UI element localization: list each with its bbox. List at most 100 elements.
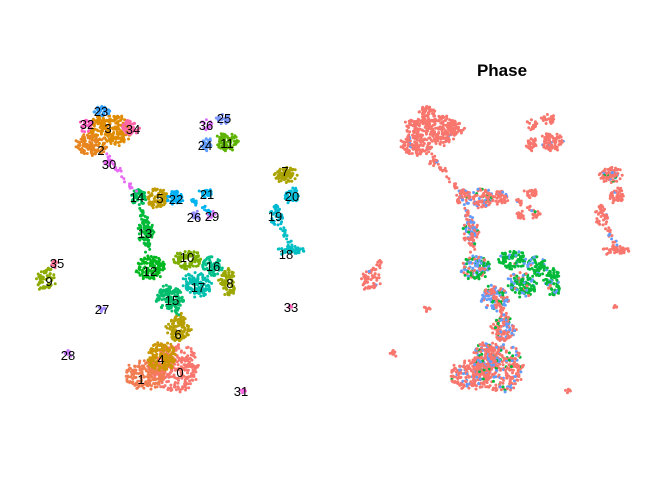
cluster-point — [185, 255, 188, 259]
phase-point — [472, 226, 476, 230]
cluster-point — [88, 126, 92, 129]
cluster-point — [135, 386, 139, 390]
phase-point — [482, 261, 486, 265]
cluster-point — [174, 287, 178, 291]
cluster-point — [194, 264, 198, 268]
cluster-point — [184, 274, 188, 278]
cluster-point — [178, 330, 182, 334]
cluster-point — [290, 168, 294, 172]
phase-point — [475, 271, 479, 275]
cluster-point — [161, 260, 165, 264]
phase-point — [413, 122, 417, 126]
cluster-point — [159, 188, 162, 192]
phase-point — [483, 258, 487, 262]
cluster-label-5: 5 — [156, 191, 163, 206]
phase-point — [463, 265, 466, 269]
phase-point — [533, 120, 537, 124]
cluster-point — [182, 374, 186, 378]
phase-point — [514, 347, 518, 351]
cluster-label-7: 7 — [281, 164, 288, 179]
cluster-point — [230, 132, 234, 136]
phase-point — [480, 352, 484, 356]
cluster-point — [107, 108, 111, 112]
phase-point — [503, 390, 507, 394]
cluster-point — [111, 126, 115, 130]
cluster-point — [183, 253, 187, 257]
phase-point — [526, 277, 530, 281]
phase-point — [415, 145, 419, 148]
phase-point — [403, 143, 407, 147]
phase-point — [485, 298, 489, 302]
cluster-point — [219, 122, 223, 125]
phase-point — [513, 375, 517, 378]
cluster-point — [169, 342, 173, 346]
cluster-point — [161, 372, 165, 376]
cluster-point — [120, 114, 124, 118]
cluster-point — [192, 351, 196, 355]
cluster-point — [219, 132, 223, 136]
phase-point — [487, 294, 490, 298]
cluster-point — [179, 357, 183, 361]
phase-point — [544, 146, 548, 150]
phase-point — [457, 129, 461, 133]
phase-point — [489, 360, 493, 364]
phase-point — [548, 284, 552, 287]
phase-point — [524, 257, 528, 261]
phase-point — [552, 268, 556, 272]
cluster-point — [85, 152, 89, 155]
cluster-point — [214, 267, 218, 270]
cluster-point — [172, 193, 176, 197]
cluster-point — [175, 376, 178, 380]
phase-point — [465, 258, 469, 262]
cluster-point — [142, 266, 146, 270]
phase-point — [481, 341, 485, 345]
cluster-point — [206, 145, 210, 149]
cluster-point — [283, 232, 287, 236]
phase-point — [500, 376, 503, 380]
phase-point — [505, 387, 509, 391]
cluster-point — [177, 296, 181, 300]
phase-point — [474, 201, 478, 205]
cluster-point — [223, 146, 227, 150]
phase-point — [453, 381, 457, 384]
cluster-point — [100, 152, 103, 156]
cluster-point — [177, 289, 181, 293]
phase-point — [545, 282, 548, 286]
phase-point — [514, 261, 518, 265]
phase-point — [492, 363, 495, 367]
cluster-point — [180, 295, 184, 299]
cluster-point — [134, 131, 138, 135]
phase-point — [462, 384, 466, 388]
cluster-point — [88, 136, 92, 140]
phase-point — [476, 264, 480, 268]
phase-point — [467, 196, 471, 200]
phase-point — [407, 151, 411, 155]
cluster-point — [288, 240, 291, 244]
phase-point — [436, 139, 440, 143]
cluster-point — [193, 271, 197, 275]
phase-point — [442, 144, 446, 148]
phase-point — [469, 362, 473, 365]
cluster-point — [190, 288, 194, 292]
cluster-point — [179, 368, 183, 372]
phase-point — [603, 167, 607, 171]
cluster-label-0: 0 — [176, 365, 183, 380]
phase-point — [435, 134, 439, 137]
phase-point — [423, 117, 427, 120]
phase-point — [515, 288, 519, 292]
cluster-point — [195, 279, 199, 283]
cluster-point — [121, 126, 125, 130]
phase-point — [510, 331, 514, 335]
cluster-point — [132, 195, 136, 199]
cluster-point — [93, 110, 97, 114]
phase-point — [425, 114, 429, 118]
cluster-point — [227, 276, 231, 280]
phase-point — [474, 260, 478, 263]
phase-point — [495, 335, 499, 339]
phase-point — [509, 286, 513, 290]
cluster-point — [205, 267, 209, 270]
cluster-point — [144, 362, 148, 365]
cluster-point — [168, 356, 172, 360]
cluster-point — [227, 293, 231, 297]
cluster-point — [201, 277, 205, 281]
